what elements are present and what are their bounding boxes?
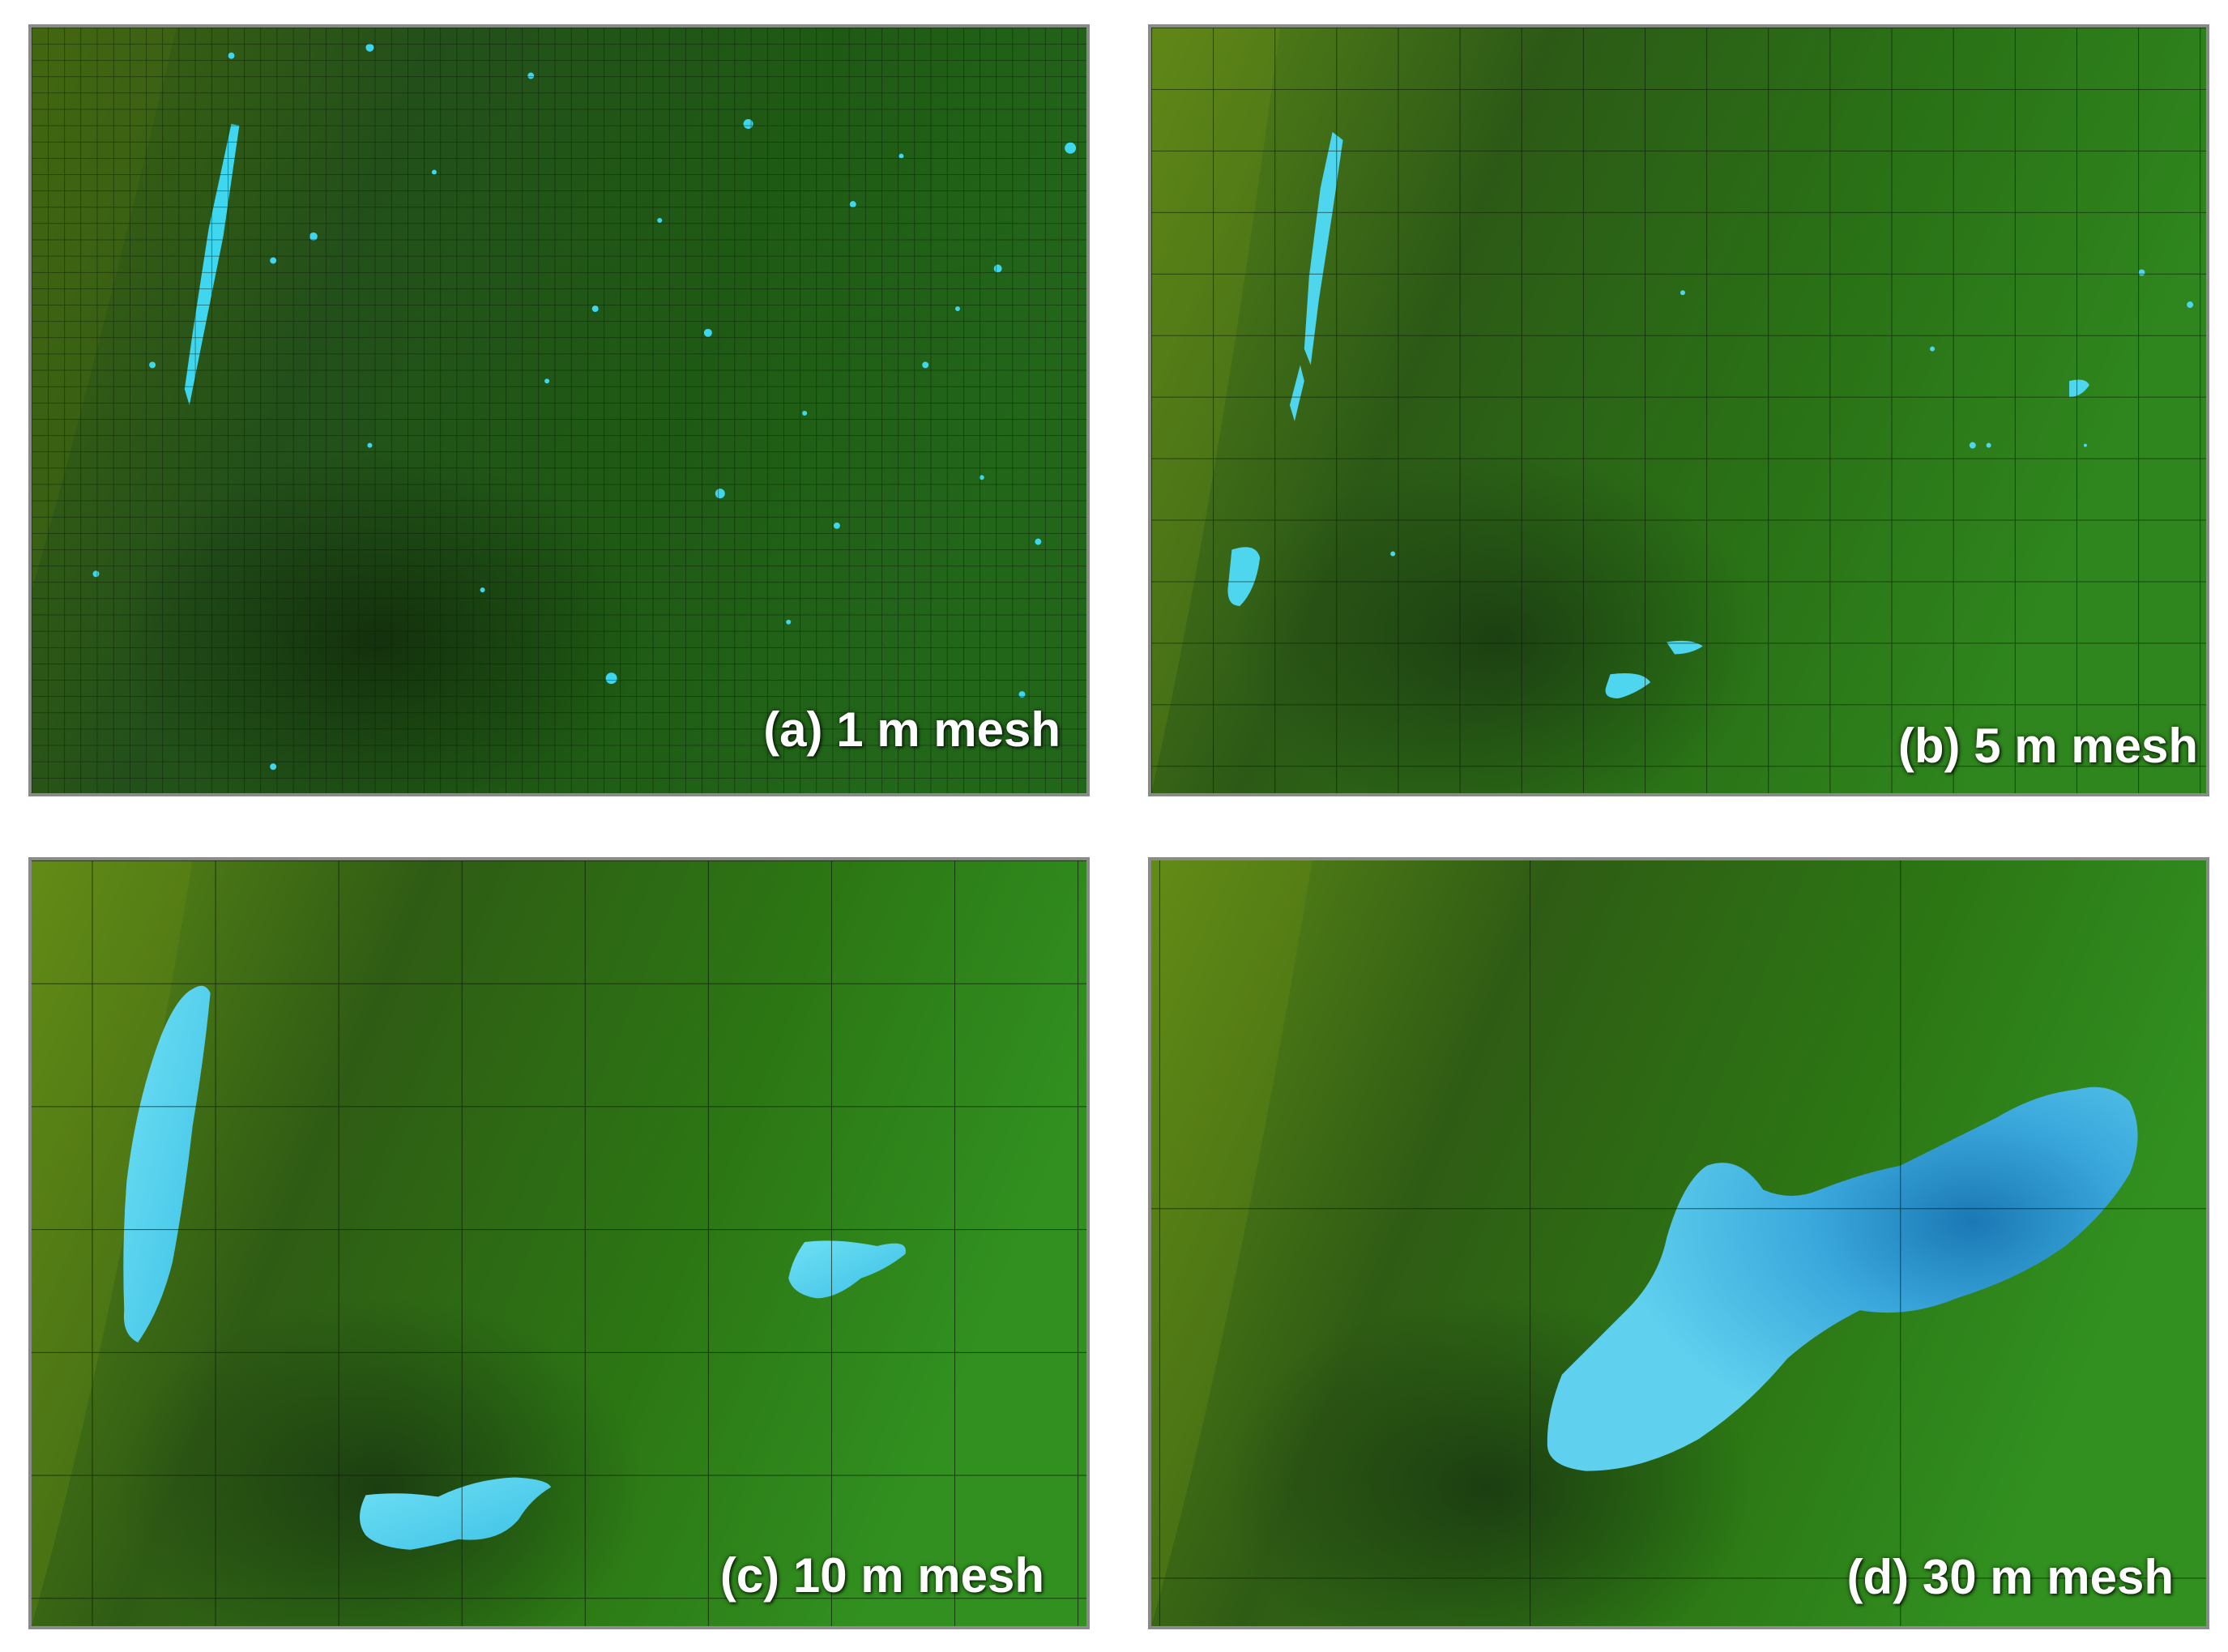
panel-a: (a) 1 m mesh [28,24,1090,796]
map-a [32,28,1086,793]
panel-b: (b) 5 m mesh [1148,24,2209,796]
panel-label-b: (b) 5 m mesh [1897,719,2198,773]
mesh-grid-a [32,28,1086,793]
panel-d: (d) 30 m mesh [1148,857,2209,1629]
mesh-grid-b [1151,28,2206,793]
panel-label-c: (c) 10 m mesh [719,1548,1044,1603]
panel-label-a: (a) 1 m mesh [763,702,1061,757]
mesh-grid-c [32,860,1086,1626]
panel-label-d: (d) 30 m mesh [1846,1550,2174,1604]
map-c [32,860,1086,1626]
map-d [1151,860,2206,1626]
mesh-grid-d [1151,860,2206,1626]
map-b [1151,28,2206,793]
panel-c: (c) 10 m mesh [28,857,1090,1629]
